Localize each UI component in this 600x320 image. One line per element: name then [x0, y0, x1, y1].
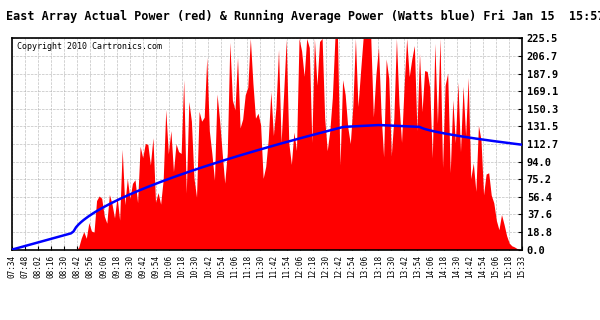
Text: East Array Actual Power (red) & Running Average Power (Watts blue) Fri Jan 15  1: East Array Actual Power (red) & Running …	[6, 10, 600, 23]
Text: Copyright 2010 Cartronics.com: Copyright 2010 Cartronics.com	[17, 42, 162, 51]
